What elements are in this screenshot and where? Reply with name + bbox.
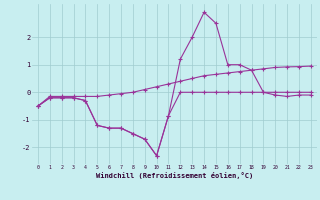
X-axis label: Windchill (Refroidissement éolien,°C): Windchill (Refroidissement éolien,°C) <box>96 172 253 179</box>
